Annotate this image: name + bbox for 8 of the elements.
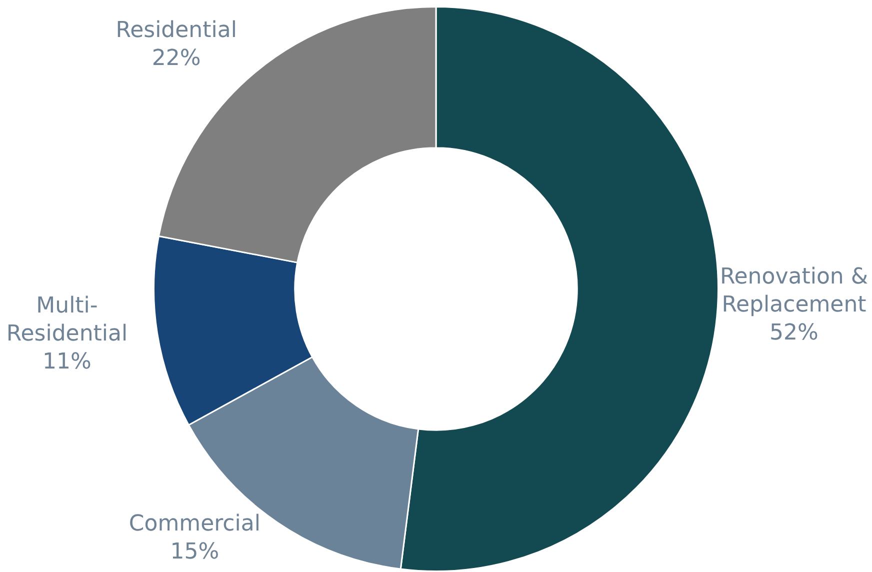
slice-label: Renovation & Replacement xyxy=(720,264,868,318)
slice-label: Multi-Residential xyxy=(6,294,128,347)
slice-label: Residential xyxy=(116,18,237,44)
slice-label: Commercial xyxy=(128,512,260,537)
data-label: 15% xyxy=(170,540,220,565)
data-label: 11% xyxy=(42,350,92,375)
data-label: 22% xyxy=(152,46,201,72)
data-label: 52% xyxy=(770,320,818,346)
